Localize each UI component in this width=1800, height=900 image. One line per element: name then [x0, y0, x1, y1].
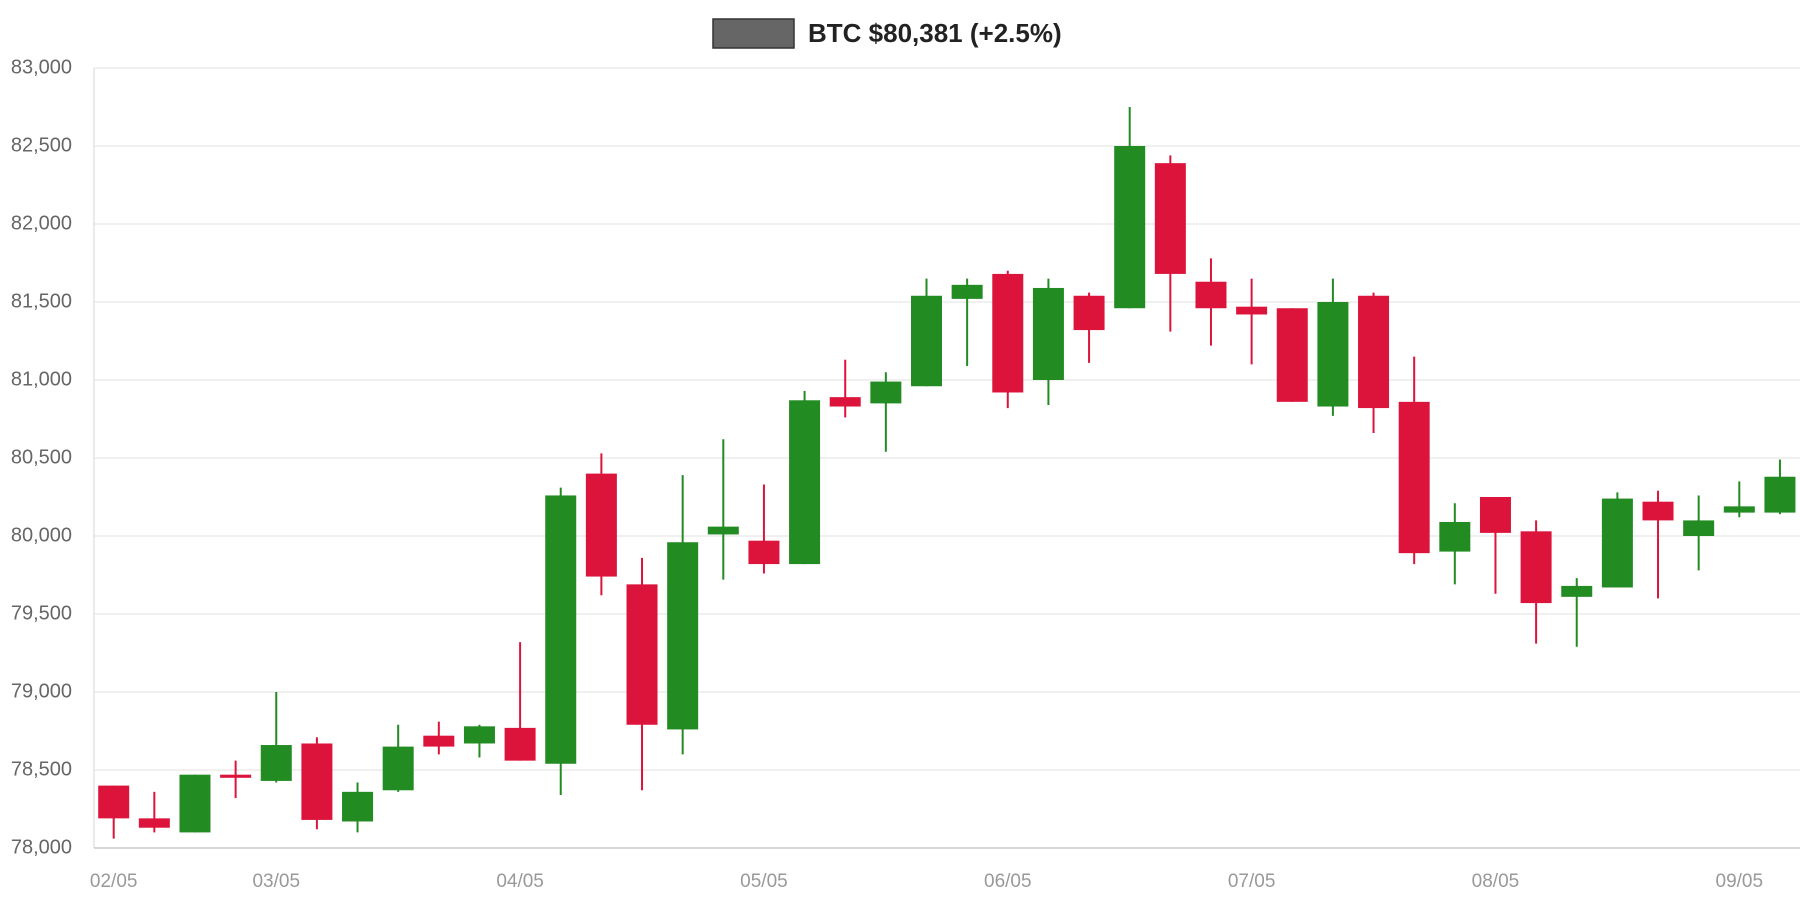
candle-body: [1276, 308, 1308, 402]
candle-body: [1479, 497, 1511, 533]
candle-body: [626, 584, 658, 725]
candle-body: [870, 381, 902, 404]
x-tick-label: 06/05: [984, 871, 1032, 892]
candle-body: [260, 745, 292, 781]
x-tick-label: 03/05: [252, 871, 300, 892]
y-tick-label: 78,000: [11, 836, 72, 858]
candle-body: [220, 774, 252, 778]
y-tick-label: 81,000: [11, 368, 72, 390]
x-tick-label: 09/05: [1716, 871, 1764, 892]
candle-body: [911, 295, 942, 387]
candle-body: [1439, 521, 1471, 552]
candle-body: [951, 284, 983, 299]
candle-body: [992, 273, 1024, 393]
y-tick-label: 82,000: [11, 212, 72, 234]
legend-swatch: [712, 18, 795, 49]
legend-label: BTC $80,381 (+2.5%): [808, 18, 1062, 48]
candle-body: [382, 746, 414, 791]
candle-body: [585, 473, 617, 577]
candle-body: [1723, 506, 1755, 513]
candle-body: [1358, 295, 1390, 409]
candle-body: [1764, 476, 1796, 513]
candle-body: [1073, 295, 1105, 331]
y-tick-label: 81,500: [11, 290, 72, 312]
candle-body: [707, 526, 739, 535]
candle-body: [1683, 520, 1715, 536]
candle-body: [138, 818, 170, 828]
candle-body: [829, 397, 861, 407]
candle-body: [1195, 281, 1227, 309]
candle-body: [1601, 498, 1633, 588]
candle-body: [423, 735, 455, 747]
x-tick-label: 04/05: [496, 871, 544, 892]
y-tick-label: 78,500: [11, 758, 72, 780]
candle-body: [1398, 401, 1430, 554]
x-tick-label: 05/05: [740, 871, 788, 892]
candle-body: [1236, 306, 1268, 315]
candle-body: [1032, 287, 1064, 380]
y-tick-label: 79,500: [11, 602, 72, 624]
y-tick-label: 83,000: [11, 56, 72, 78]
candle-body: [789, 400, 821, 565]
candle-body: [1317, 302, 1349, 407]
y-tick-label: 80,000: [11, 524, 72, 546]
candle-body: [301, 743, 333, 820]
candle-body: [504, 727, 536, 761]
candle-body: [342, 791, 374, 822]
candle-body: [1154, 163, 1186, 274]
candle-body: [667, 542, 699, 730]
candle-body: [179, 774, 211, 833]
y-tick-label: 79,000: [11, 680, 72, 702]
x-tick-label: 07/05: [1228, 871, 1276, 892]
candle-body: [463, 726, 495, 744]
y-tick-label: 80,500: [11, 446, 72, 468]
candle-body: [1520, 531, 1552, 604]
x-tick-label: 08/05: [1472, 871, 1520, 892]
candle-body: [1114, 146, 1146, 309]
y-tick-label: 82,500: [11, 134, 72, 156]
x-tick-label: 02/05: [90, 871, 138, 892]
candle-body: [1561, 585, 1593, 597]
candle-body: [98, 785, 130, 819]
candle-body: [748, 540, 780, 565]
candle-body: [1642, 501, 1674, 521]
candle-body: [545, 495, 577, 764]
